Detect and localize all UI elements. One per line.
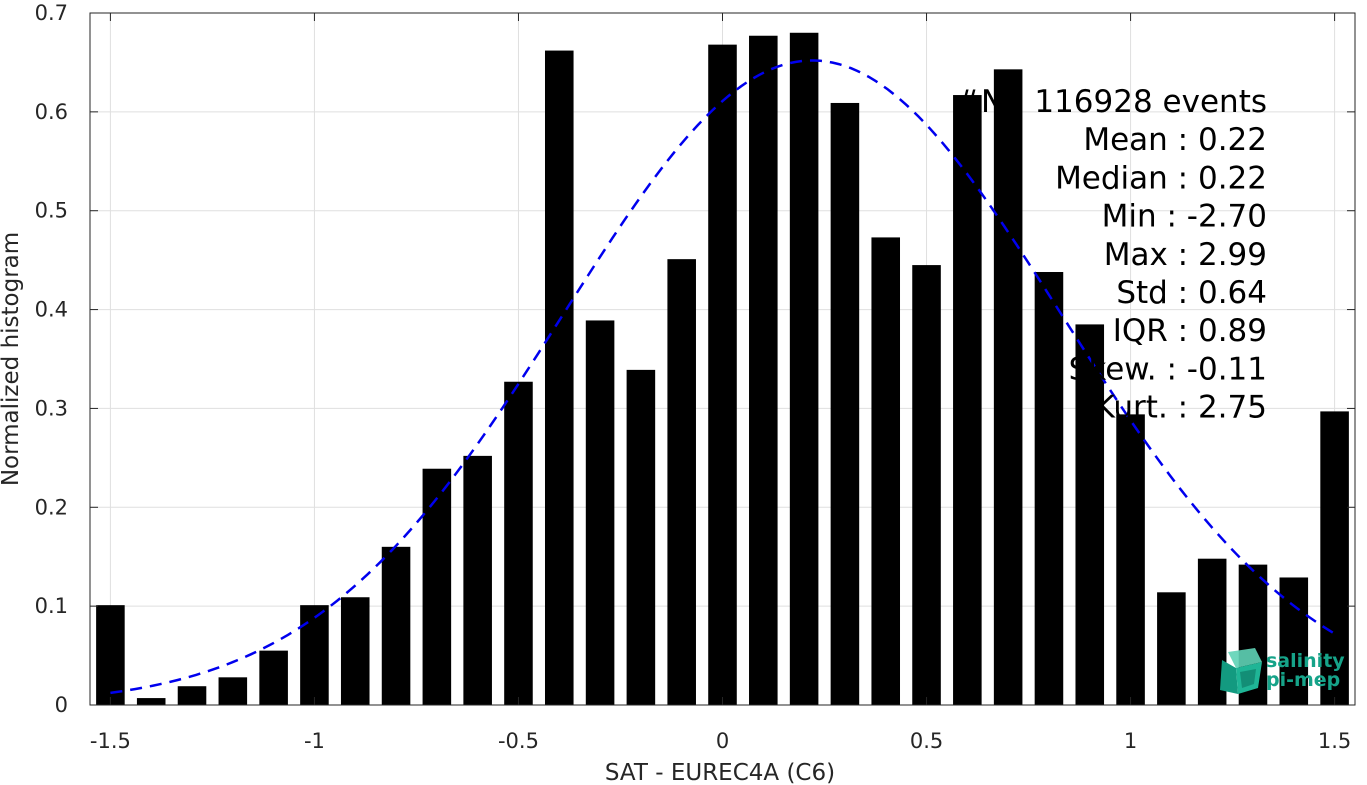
- y-tick-label: 0: [55, 693, 68, 717]
- histogram-bar: [1157, 592, 1186, 705]
- stats-line: Median : 0.22: [1055, 160, 1267, 196]
- histogram-bar: [667, 259, 696, 705]
- stats-line: Mean : 0.22: [1083, 122, 1267, 158]
- histogram-bar: [708, 44, 737, 706]
- stats-line: Max : 2.99: [1104, 237, 1267, 273]
- stats-line: IQR : 0.89: [1113, 313, 1267, 349]
- y-tick-label: 0.2: [35, 495, 68, 519]
- salinity-pimep-logo: salinity pi-mep: [1220, 648, 1345, 694]
- x-tick-label: -1: [304, 729, 325, 753]
- y-axis-label: Normalized histogram: [0, 232, 24, 486]
- logo-line2: pi-mep: [1266, 669, 1340, 691]
- histogram-bar: [463, 455, 492, 705]
- x-tick-label: 1: [1124, 729, 1137, 753]
- y-tick-labels: 0 0.1 0.2 0.3 0.4 0.5 0.6 0.7: [35, 1, 68, 717]
- histogram-bar: [1320, 411, 1349, 705]
- tick-marks: [90, 12, 1355, 706]
- histogram-bar: [300, 605, 329, 705]
- y-tick-label: 0.1: [35, 594, 68, 618]
- histogram-bar: [1279, 577, 1309, 705]
- histogram-bar: [626, 369, 656, 705]
- histogram-bar: [504, 381, 533, 705]
- logo-line1: salinity: [1266, 650, 1345, 672]
- histogram-bar: [789, 32, 819, 706]
- histogram-bar: [953, 95, 982, 705]
- x-tick-label: 0: [716, 729, 729, 753]
- histogram-bar: [830, 102, 860, 705]
- histogram-bar: [381, 546, 411, 705]
- x-tick-label: -0.5: [498, 729, 539, 753]
- y-tick-label: 0.7: [35, 1, 68, 25]
- histogram-bar: [259, 650, 288, 705]
- stats-line: #N : 116928 events: [955, 84, 1267, 120]
- x-tick-label: 1.5: [1318, 729, 1351, 753]
- gaussian-fit-curve: [110, 59, 1336, 695]
- histogram-bar: [1116, 414, 1145, 705]
- histogram-bar: [871, 237, 901, 706]
- histogram-bar: [340, 597, 370, 705]
- x-axis-label: SAT - EUREC4A (C6): [605, 760, 835, 785]
- stats-line: Skew. : -0.11: [1069, 351, 1267, 387]
- histogram-bar: [993, 69, 1023, 705]
- stats-line: Min : -2.70: [1102, 199, 1267, 235]
- logo-cube-icon: [1220, 648, 1262, 694]
- x-tick-labels: -1.5 -1 -0.5 0 0.5 1 1.5: [90, 729, 1351, 753]
- y-tick-label: 0.4: [35, 298, 68, 322]
- y-tick-label: 0.5: [35, 199, 68, 223]
- histogram-bar: [912, 265, 941, 705]
- histogram-bar: [136, 698, 166, 705]
- histogram-bar: [422, 468, 452, 705]
- y-tick-label: 0.3: [35, 396, 68, 420]
- histogram-bar: [96, 605, 125, 705]
- bars: [96, 32, 1349, 706]
- x-tick-label: -1.5: [90, 729, 131, 753]
- histogram-bar: [1034, 272, 1064, 705]
- histogram-bar: [1075, 324, 1105, 705]
- stats-line: Std : 0.64: [1116, 275, 1267, 311]
- histogram-bar: [177, 686, 207, 705]
- histogram-bar: [218, 677, 248, 705]
- x-tick-label: 0.5: [910, 729, 943, 753]
- y-tick-label: 0.6: [35, 100, 68, 124]
- histogram-bar: [544, 50, 574, 705]
- stats-line: Kurt. : 2.75: [1095, 390, 1267, 426]
- histogram-bar: [585, 320, 615, 705]
- histogram-bar: [749, 35, 778, 706]
